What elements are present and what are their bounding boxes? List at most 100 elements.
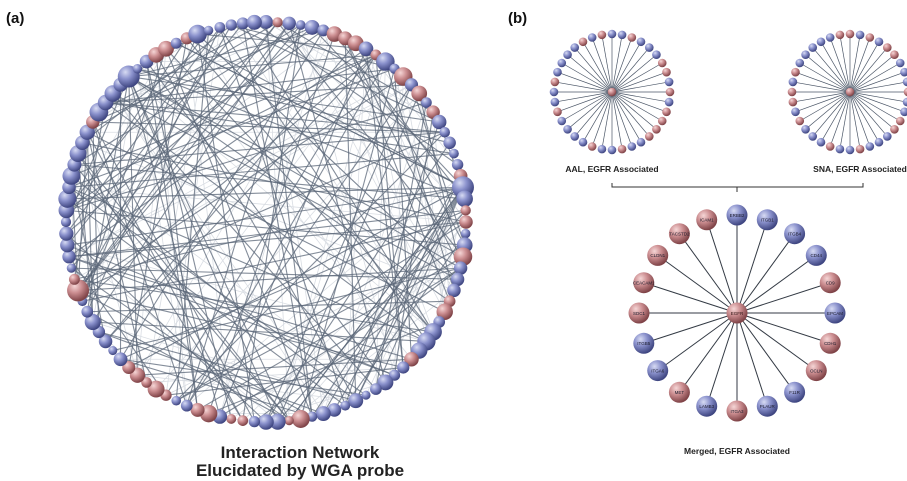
network-edge xyxy=(277,21,434,113)
star-edge xyxy=(611,91,650,137)
network-node xyxy=(68,273,80,285)
merged-node-label: ITGB5 xyxy=(637,341,651,346)
network-edge xyxy=(365,48,404,368)
merged-edge xyxy=(678,312,738,393)
network-node xyxy=(450,272,465,287)
faint-edge xyxy=(365,48,458,280)
star-edge xyxy=(849,91,895,130)
faint-edge xyxy=(394,76,404,376)
faint-edge xyxy=(77,153,138,376)
star-node xyxy=(662,107,671,117)
network-node xyxy=(225,19,237,31)
merged-node-label: ERBB2 xyxy=(730,213,745,218)
star-node xyxy=(882,43,892,52)
star-edge xyxy=(792,81,851,93)
faint-edge xyxy=(186,38,232,420)
star-node xyxy=(845,145,855,155)
network-node xyxy=(141,377,152,388)
network-node xyxy=(317,24,330,37)
star-node xyxy=(664,77,674,87)
star-edge xyxy=(839,91,851,150)
network-node xyxy=(98,334,113,349)
network-edge xyxy=(418,93,462,269)
star-node xyxy=(570,43,580,52)
star-edge xyxy=(611,54,657,93)
network-edge xyxy=(128,76,464,258)
star-edge xyxy=(557,71,613,93)
star-edge xyxy=(611,91,642,143)
star-edge xyxy=(849,41,880,93)
star-edge xyxy=(799,62,851,93)
network-node xyxy=(460,228,471,239)
star-edge xyxy=(611,62,663,93)
network-edge xyxy=(186,24,302,406)
merged-edge xyxy=(643,282,738,314)
merged-node xyxy=(647,360,669,382)
star-edge xyxy=(820,91,851,143)
network-edge xyxy=(265,21,313,417)
merged-edge xyxy=(736,254,817,314)
star-node xyxy=(587,142,597,151)
star-edge xyxy=(812,91,851,137)
network-edge xyxy=(77,24,302,291)
merged-node xyxy=(824,302,846,324)
star-edge xyxy=(812,47,851,93)
network-edge xyxy=(333,33,466,200)
network-node xyxy=(81,305,94,318)
network-edge xyxy=(92,321,427,342)
network-edge xyxy=(82,142,467,223)
star-edge xyxy=(849,34,861,93)
network-edge xyxy=(77,289,313,418)
network-node xyxy=(66,263,77,273)
network-node xyxy=(361,390,371,400)
network-node xyxy=(284,416,294,426)
star-node xyxy=(835,144,845,154)
merged-node-label: EPCAM xyxy=(827,311,843,316)
network-edge xyxy=(311,27,464,188)
star-node xyxy=(636,37,646,47)
star-edge xyxy=(849,91,907,103)
faint-edge xyxy=(137,374,356,402)
network-edge xyxy=(311,186,464,417)
network-edge xyxy=(66,102,427,211)
network-node xyxy=(348,393,364,409)
star-edge xyxy=(829,91,851,147)
star-edge xyxy=(805,91,851,130)
star-edge xyxy=(839,34,851,93)
network-node xyxy=(236,17,249,30)
network-node xyxy=(246,14,262,30)
star-edge xyxy=(611,37,633,93)
merged-node-label: ITGA6 xyxy=(651,368,665,373)
network-node xyxy=(315,406,331,422)
star-edge xyxy=(799,91,851,122)
star-edge xyxy=(582,91,613,143)
star-edge xyxy=(611,91,623,150)
merged-node-label: CDH1 xyxy=(824,341,837,346)
network-node xyxy=(439,126,450,138)
network-edge xyxy=(74,24,302,166)
faint-edge xyxy=(344,48,367,406)
star-node xyxy=(788,97,798,107)
merged-node xyxy=(647,244,669,266)
network-edge xyxy=(77,131,445,291)
star-node xyxy=(865,33,875,42)
star-node xyxy=(617,144,627,154)
network-edge xyxy=(219,27,346,406)
star-edge xyxy=(601,91,613,150)
star-node xyxy=(652,50,661,60)
star-edge xyxy=(567,54,613,93)
star-node xyxy=(855,144,865,154)
merged-edge xyxy=(736,312,817,372)
network-edge xyxy=(112,93,377,390)
merged-node xyxy=(628,302,650,324)
merged-edge xyxy=(736,312,796,393)
star-edge xyxy=(574,91,613,137)
network-edge xyxy=(66,23,244,246)
network-node xyxy=(108,346,118,356)
star-node xyxy=(597,144,607,154)
star-edge xyxy=(611,91,663,122)
network-edge xyxy=(105,102,445,133)
network-node xyxy=(456,190,473,208)
star-node xyxy=(816,37,826,47)
star-node xyxy=(563,124,572,134)
